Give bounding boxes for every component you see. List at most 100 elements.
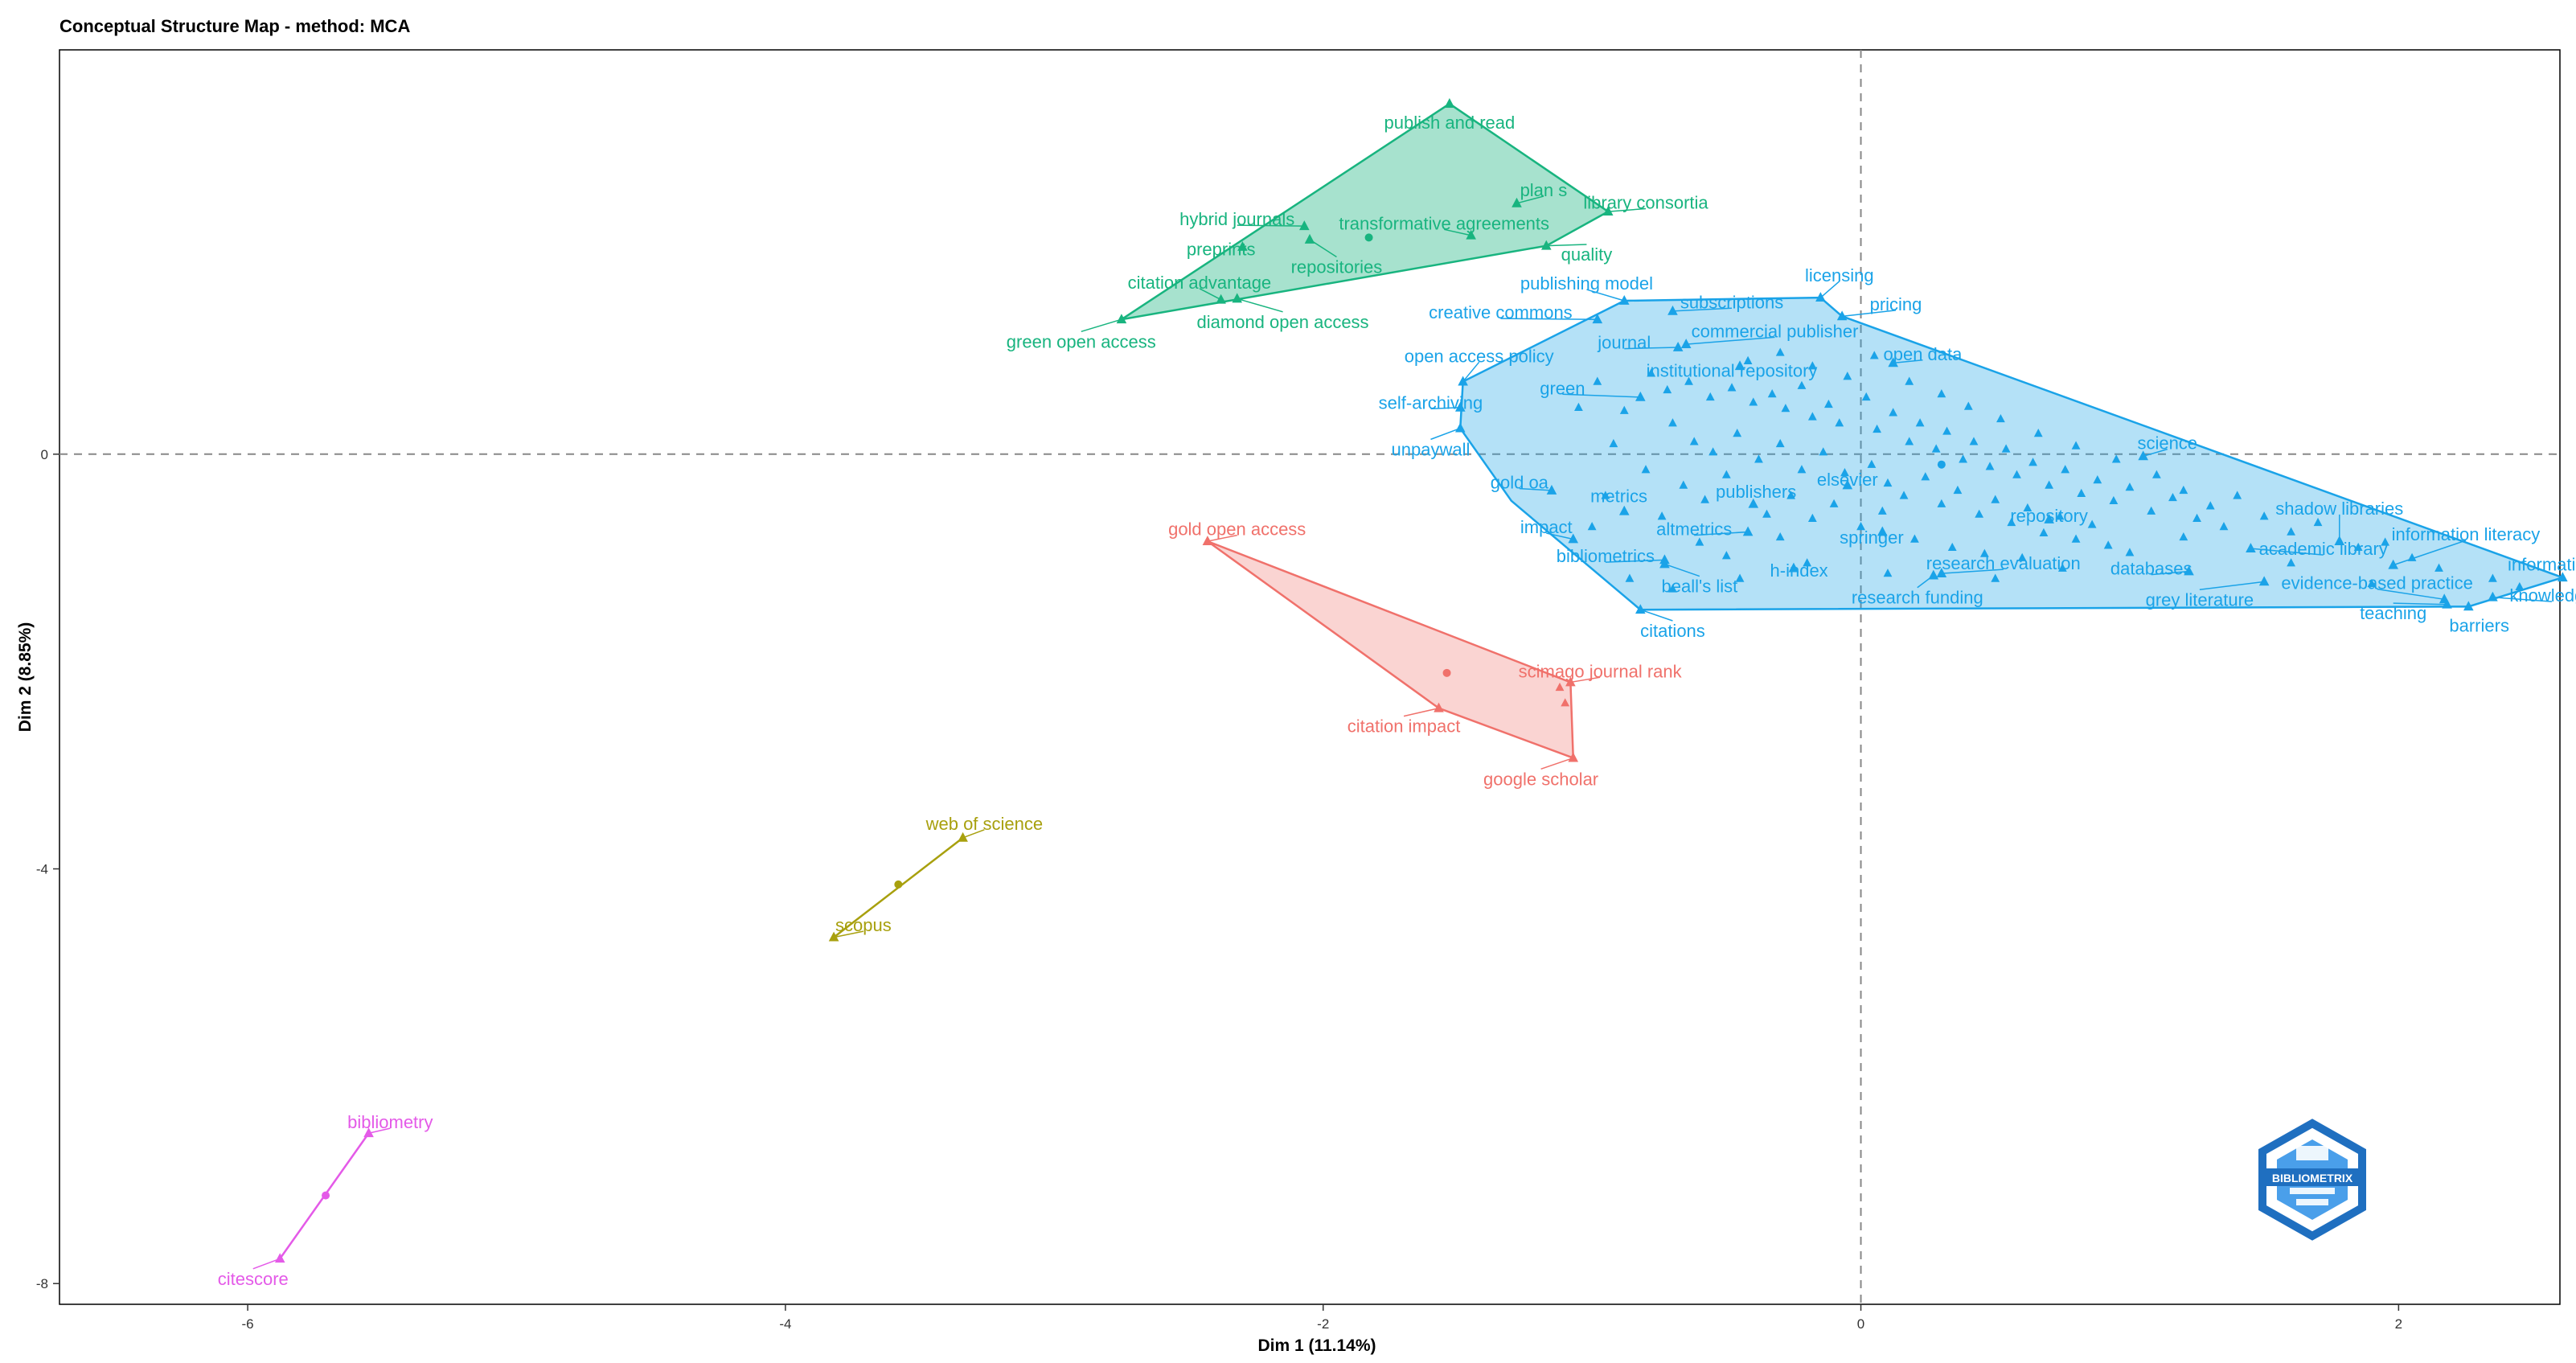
point-label: research funding <box>1852 588 1983 608</box>
unlabeled-point <box>1937 499 1946 507</box>
point-label: information access <box>2508 554 2576 574</box>
unlabeled-point <box>1807 412 1817 421</box>
leader-line <box>1519 487 1553 491</box>
unlabeled-point <box>1991 573 2000 582</box>
unlabeled-point <box>1679 480 1688 489</box>
unlabeled-point <box>1996 413 2005 423</box>
leader-line <box>1586 289 1625 302</box>
data-point <box>1568 752 1579 762</box>
data-point <box>1216 294 1226 304</box>
unlabeled-point <box>2071 534 2081 543</box>
point-label: transformative agreements <box>1339 213 1549 233</box>
unlabeled-point <box>2515 581 2525 591</box>
leader-line <box>1516 195 1544 204</box>
leader-lines <box>252 195 2553 1270</box>
data-point <box>1635 604 1646 614</box>
leader-line <box>1640 609 1673 622</box>
point-label: grey literature <box>2146 589 2254 610</box>
unlabeled-point <box>1873 424 1882 433</box>
leader-line <box>2492 596 2553 602</box>
leader-line <box>1430 407 1461 410</box>
unlabeled-point <box>2109 495 2119 505</box>
point-label: library consortia <box>1583 193 1708 213</box>
leader-line <box>1430 427 1461 441</box>
point-label: teaching <box>2360 603 2426 623</box>
data-point <box>2558 572 2568 582</box>
unlabeled-point <box>2488 573 2497 582</box>
x-tick-label: 2 <box>2395 1316 2402 1332</box>
leader-line <box>1403 707 1439 717</box>
unlabeled-point <box>2287 527 2295 536</box>
point-label: institutional repository <box>1647 360 1818 380</box>
unlabeled-point <box>2007 517 2016 527</box>
point-label: publishing model <box>1520 273 1653 294</box>
leader-line <box>2393 602 2447 606</box>
point-label: science <box>2137 433 2197 454</box>
unlabeled-point <box>1991 495 2000 503</box>
leader-line <box>1546 244 1587 247</box>
data-point <box>1602 206 1614 216</box>
y-tick-label: 0 <box>41 447 48 462</box>
data-point <box>1672 342 1684 351</box>
unlabeled-point <box>1593 376 1602 385</box>
unlabeled-point <box>1668 584 1677 593</box>
unlabeled-point <box>1587 522 1597 531</box>
unlabeled-point <box>1969 437 1979 445</box>
point-label: research evaluation <box>1926 553 2081 573</box>
unlabeled-point <box>1915 418 1925 427</box>
data-point <box>1877 526 1888 536</box>
unlabeled-point <box>2353 542 2363 552</box>
point-label: subscriptions <box>1680 292 1783 312</box>
point-label: citescore <box>218 1269 289 1289</box>
unlabeled-point <box>1835 418 1844 427</box>
unlabeled-point <box>1824 399 1833 408</box>
data-point <box>1936 568 1947 577</box>
unlabeled-point <box>2033 429 2043 437</box>
leader-line <box>1444 228 1471 236</box>
point-label: hybrid journals <box>1179 209 1294 229</box>
unlabeled-point <box>1735 573 1745 582</box>
unlabeled-point <box>2147 506 2156 515</box>
unlabeled-point <box>1869 351 1879 359</box>
point-label: quality <box>1561 244 1613 265</box>
leader-line <box>1540 757 1573 770</box>
unlabeled-point <box>1843 372 1852 380</box>
cluster-centroid-green <box>1364 233 1373 242</box>
unlabeled-point <box>2179 532 2188 541</box>
point-label: open data <box>1884 344 1963 364</box>
unlabeled-point <box>1641 465 1651 474</box>
unlabeled-point <box>2045 480 2054 489</box>
data-point <box>1618 505 1630 515</box>
unlabeled-point <box>1899 491 1909 499</box>
unlabeled-point <box>2125 482 2135 491</box>
leader-line <box>833 930 864 938</box>
unlabeled-point <box>2001 444 2011 453</box>
leader-line <box>1694 531 1749 536</box>
data-point <box>1788 562 1799 573</box>
leader-line <box>1893 359 1923 364</box>
unlabeled-point <box>1947 542 1957 552</box>
leader-line <box>1562 393 1641 398</box>
unlabeled-point <box>2039 528 2049 536</box>
unlabeled-point <box>1889 408 1898 417</box>
unlabeled-point <box>1767 389 1777 398</box>
unlabeled-point <box>1684 376 1693 385</box>
data-point <box>1659 558 1670 569</box>
data-point <box>1734 360 1745 371</box>
unlabeled-point <box>1819 447 1828 456</box>
point-label: repository <box>2010 506 2088 526</box>
unlabeled-point <box>1721 551 1731 560</box>
unlabeled-point <box>2287 558 2295 567</box>
unlabeled-point <box>1657 511 1667 520</box>
unlabeled-point <box>2057 563 2067 572</box>
unlabeled-point <box>1708 447 1718 456</box>
unlabeled-point <box>1963 401 1973 410</box>
y-axis-title: Dim 2 (8.85%) <box>16 622 35 733</box>
y-tick-label: -8 <box>36 1276 48 1291</box>
unlabeled-point <box>1797 465 1807 474</box>
leader-line <box>1237 298 1283 313</box>
leader-line <box>1081 318 1122 332</box>
data-point <box>2442 598 2452 609</box>
unlabeled-point <box>1561 698 1570 707</box>
axes: -6 -4 -2 0 2 -8 -4 0 <box>36 447 2402 1332</box>
